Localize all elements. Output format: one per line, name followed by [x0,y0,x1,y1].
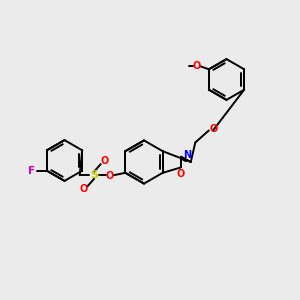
Text: S: S [90,170,98,180]
Text: O: O [193,61,201,71]
Text: O: O [79,184,87,194]
Text: O: O [101,156,109,166]
Text: N: N [184,150,192,160]
Text: F: F [28,166,35,176]
Text: O: O [209,124,218,134]
Text: O: O [177,169,185,179]
Text: O: O [106,171,114,181]
